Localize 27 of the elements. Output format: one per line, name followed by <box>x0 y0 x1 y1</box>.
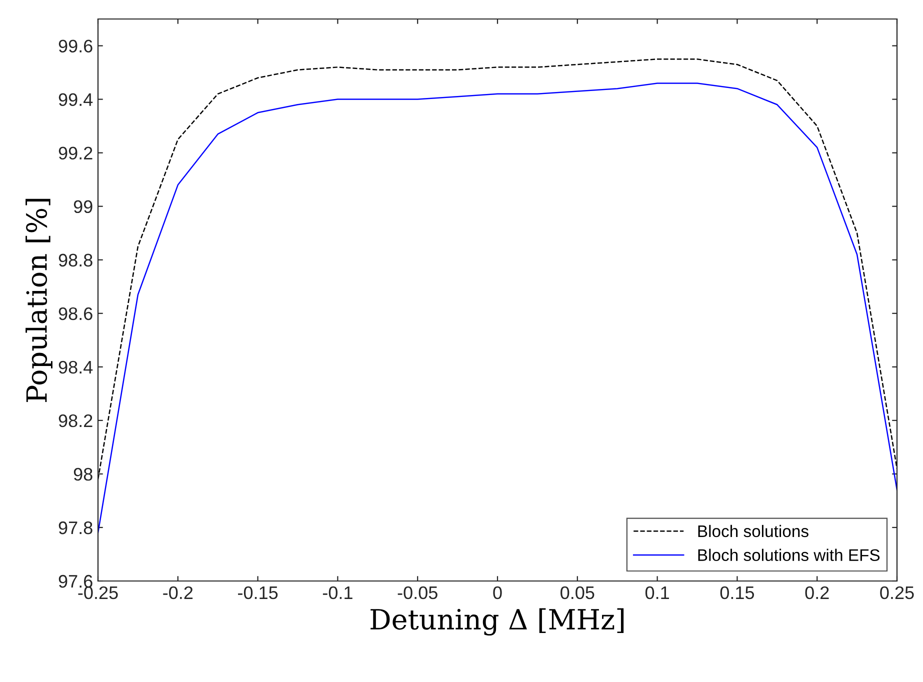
y-tick-label: 98.4 <box>58 360 93 374</box>
legend-label: Bloch solutions with EFS <box>698 548 880 562</box>
y-tick-label: 99 <box>74 200 92 214</box>
x-tick-label: 0.15 <box>720 586 754 600</box>
y-tick-label: 98.2 <box>58 414 92 428</box>
y-tick-label: 97.8 <box>58 521 92 534</box>
x-axis-title: Detuning Δ [MHz] <box>370 608 624 636</box>
x-tick-label: 0 <box>493 586 502 600</box>
x-tick-label: -0.05 <box>398 586 438 600</box>
x-tick-label: -0.25 <box>78 586 118 600</box>
y-tick-label: 99.4 <box>58 93 93 106</box>
y-tick-label: 99.2 <box>58 146 92 160</box>
x-tick-label: -0.1 <box>322 586 352 600</box>
x-tick-label: -0.2 <box>163 586 193 600</box>
y-tick-label: 99.6 <box>58 40 92 52</box>
x-tick-label: 0.05 <box>560 586 594 600</box>
x-tick-label: 0.1 <box>645 586 669 600</box>
line-series <box>98 58 897 480</box>
y-axis-title: Population [%] <box>26 198 52 402</box>
x-tick-label: 0.2 <box>805 586 829 600</box>
y-tick-label: 98 <box>74 468 92 481</box>
y-tick-label: 98.8 <box>58 254 92 267</box>
x-tick-label: -0.15 <box>238 586 278 600</box>
y-tick-label: 98.6 <box>58 307 92 320</box>
y-tick-label: 97.6 <box>58 574 92 588</box>
legend-label: Bloch solutions <box>698 524 808 538</box>
x-tick-label: 0.25 <box>880 586 914 600</box>
